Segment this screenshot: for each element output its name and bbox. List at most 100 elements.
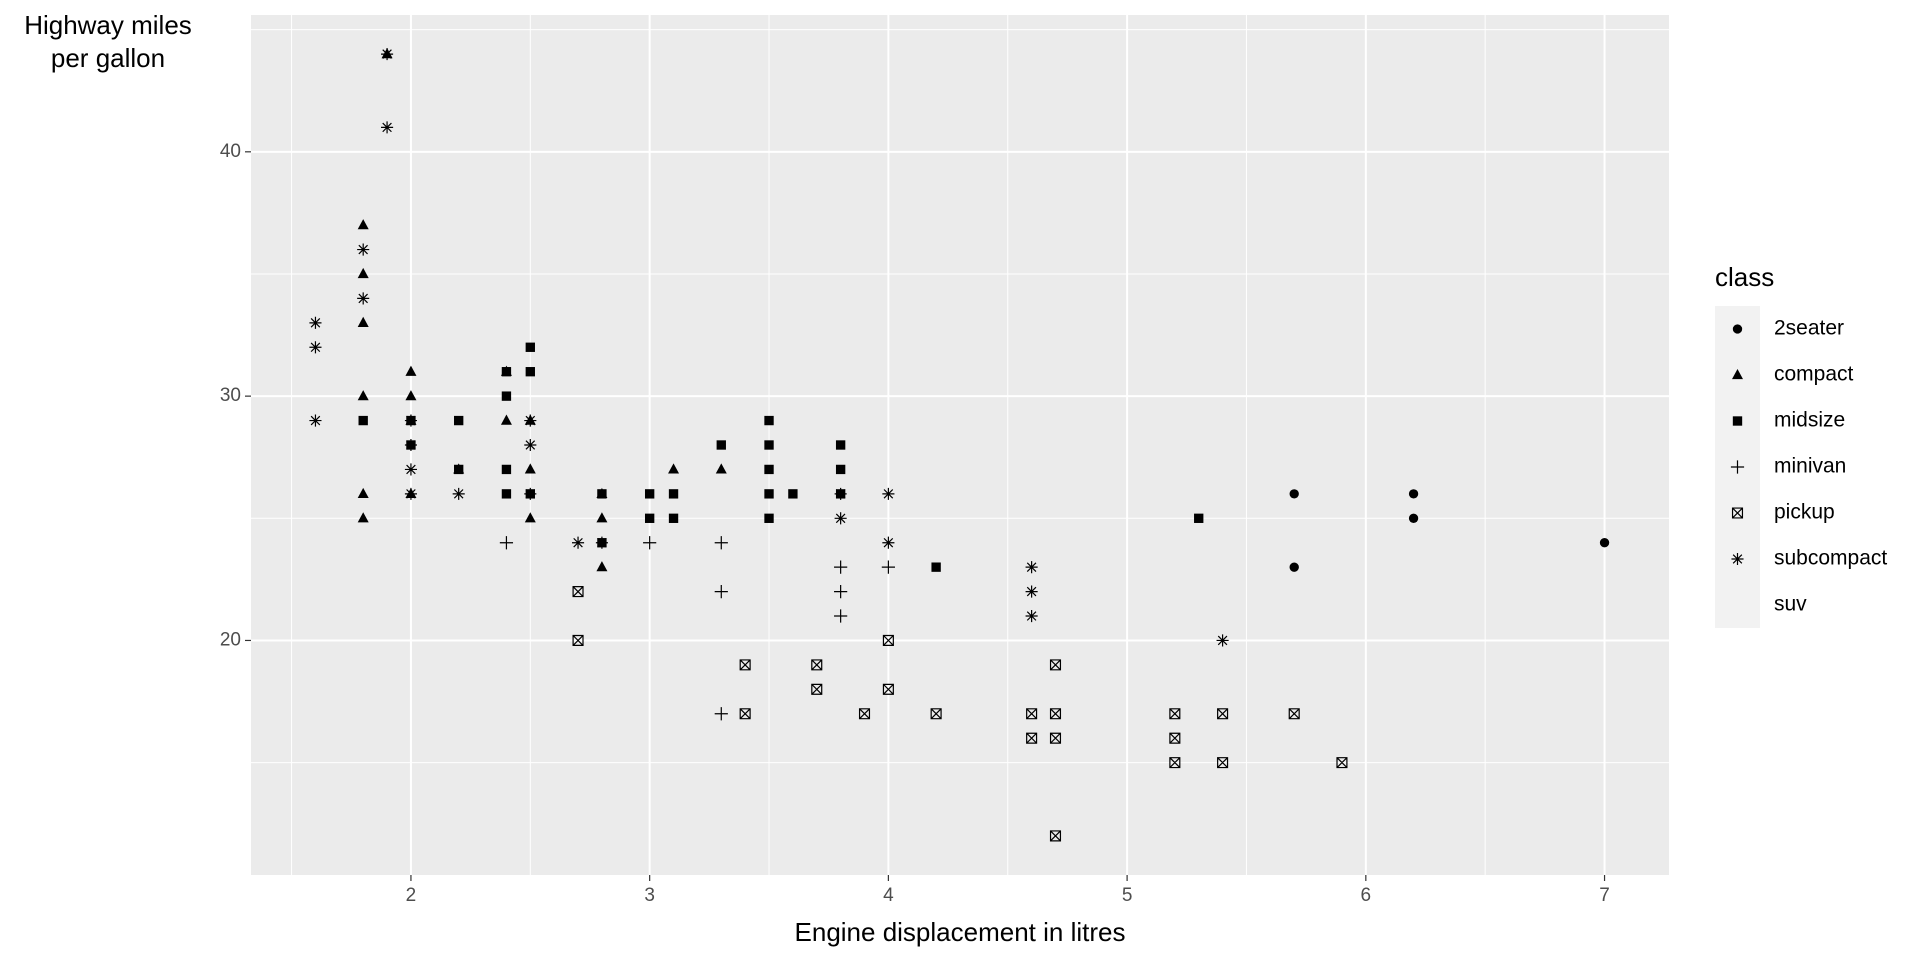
point [882,634,894,647]
point [811,683,823,695]
point [1025,609,1038,623]
legend-label: midsize [1774,409,1845,432]
legend-label: 2seater [1774,317,1844,340]
point [404,438,417,452]
point [501,391,512,401]
point [834,512,847,525]
point [597,489,607,499]
point [1049,659,1062,671]
legend-key [1731,552,1744,566]
point [1289,489,1299,499]
point [1026,708,1038,720]
point [454,415,464,426]
point [524,414,537,427]
point [357,316,369,327]
point [714,536,728,550]
legend-key [1732,416,1743,426]
legend-key [1731,507,1744,519]
point [1194,513,1204,523]
point [357,292,370,305]
legend-key [1732,368,1743,380]
point [764,489,774,499]
point [357,390,369,401]
point [1408,513,1419,523]
legend-label: pickup [1774,501,1835,524]
point [501,367,512,377]
point [716,440,726,450]
y-tick-label: 40 [220,141,241,162]
point [835,464,846,475]
point [1288,708,1300,720]
point [405,390,417,401]
point [524,463,536,474]
point [404,414,417,427]
point [452,487,465,500]
x-tick-label: 5 [1122,885,1133,906]
point [405,365,417,376]
point [309,316,322,329]
y-axis-title: Highway miles [24,10,192,40]
point [357,219,369,230]
point [358,415,368,426]
point [882,683,894,695]
point [714,584,728,599]
point [357,267,369,279]
point [525,367,535,377]
legend-label: subcompact [1774,547,1887,570]
y-tick-label: 30 [220,385,241,406]
point [764,415,774,426]
point [500,414,512,425]
point [596,561,608,572]
point [931,562,941,572]
point [309,414,322,427]
point [1049,830,1062,842]
point [764,440,774,450]
point [595,536,608,549]
point [1217,757,1229,769]
x-tick-label: 6 [1361,885,1372,906]
point [834,487,847,500]
point [644,489,655,499]
point [524,438,537,452]
point [381,48,394,61]
point [739,708,751,720]
point [381,121,394,134]
point [501,489,512,499]
point [1336,757,1348,769]
point [1049,708,1062,720]
legend-label: suv [1774,593,1807,616]
point [1216,634,1229,647]
x-tick-label: 4 [883,885,894,906]
legend-label: compact [1774,363,1854,386]
point [1025,585,1038,598]
point [1289,562,1299,572]
point [1169,732,1181,744]
point [1025,561,1038,574]
point [834,609,848,623]
point [524,512,536,523]
point [404,463,417,476]
point [811,659,823,671]
point [643,536,657,550]
point [881,560,895,574]
point [596,512,608,523]
x-tick-label: 3 [644,885,655,906]
point [1408,489,1419,499]
point [835,440,846,450]
point [454,464,464,475]
point [404,487,417,500]
point [1026,732,1038,744]
point [572,586,584,598]
point [834,560,848,574]
point [499,536,514,550]
point [525,342,535,352]
legend-key [1730,460,1745,474]
point [572,634,584,647]
point [1217,708,1229,720]
x-axis-title: Engine displacement in litres [795,917,1126,947]
point [858,708,871,720]
legend-title: class [1715,262,1774,292]
point [357,512,369,523]
y-tick-label: 20 [220,629,241,650]
